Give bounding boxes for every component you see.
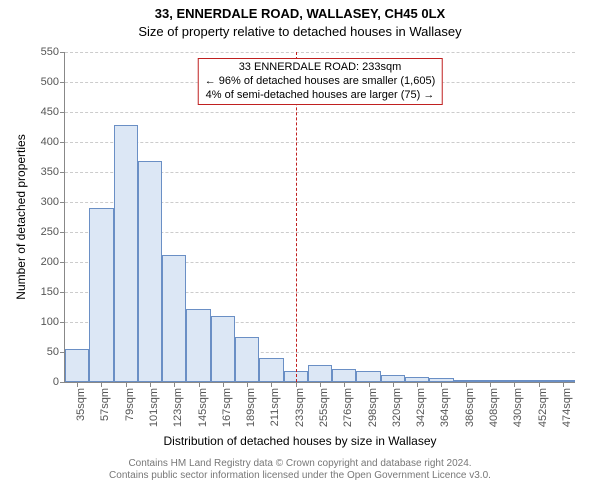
xtick-mark — [271, 382, 272, 387]
histogram-bar — [381, 375, 405, 382]
xtick-label: 123sqm — [172, 388, 184, 427]
ytick-label: 450 — [41, 106, 65, 118]
ytick-label: 550 — [41, 46, 65, 58]
histogram-bar — [186, 309, 210, 382]
title-line2: Size of property relative to detached ho… — [0, 24, 600, 39]
xtick-mark — [393, 382, 394, 387]
xtick-label: 211sqm — [269, 388, 281, 426]
xtick-mark — [490, 382, 491, 387]
xtick-label: 408sqm — [488, 388, 500, 427]
histogram-bar — [138, 161, 162, 382]
xtick-label: 233sqm — [294, 388, 306, 427]
ytick-label: 250 — [41, 226, 65, 238]
xtick-mark — [199, 382, 200, 387]
histogram-bar — [356, 371, 380, 382]
ytick-label: 100 — [41, 316, 65, 328]
xtick-label: 35sqm — [75, 388, 87, 421]
xtick-label: 474sqm — [561, 388, 573, 427]
ytick-label: 200 — [41, 256, 65, 268]
xtick-label: 430sqm — [512, 388, 524, 427]
xtick-label: 101sqm — [148, 388, 160, 427]
histogram-bar — [211, 316, 235, 382]
xtick-label: 320sqm — [391, 388, 403, 427]
xtick-label: 255sqm — [318, 388, 330, 427]
y-axis-label: Number of detached properties — [14, 134, 28, 299]
footer-attribution: Contains HM Land Registry data © Crown c… — [0, 458, 600, 482]
xtick-label: 276sqm — [342, 388, 354, 427]
histogram-bar — [308, 365, 332, 382]
plot-area: 05010015020025030035040045050055035sqm57… — [64, 52, 575, 383]
xtick-label: 452sqm — [537, 388, 549, 427]
xtick-mark — [441, 382, 442, 387]
ytick-label: 50 — [47, 346, 65, 358]
histogram-bar — [65, 349, 89, 382]
xtick-label: 386sqm — [464, 388, 476, 427]
histogram-bar — [259, 358, 283, 382]
ytick-label: 150 — [41, 286, 65, 298]
annotation-box: 33 ENNERDALE ROAD: 233sqm← 96% of detach… — [198, 58, 443, 105]
xtick-mark — [296, 382, 297, 387]
xtick-label: 145sqm — [197, 388, 209, 427]
annotation-line: 4% of semi-detached houses are larger (7… — [205, 89, 436, 103]
histogram-bar — [114, 125, 138, 382]
x-axis-label: Distribution of detached houses by size … — [0, 434, 600, 448]
xtick-mark — [417, 382, 418, 387]
xtick-mark — [247, 382, 248, 387]
gridline — [65, 52, 575, 53]
xtick-mark — [223, 382, 224, 387]
xtick-mark — [101, 382, 102, 387]
xtick-mark — [150, 382, 151, 387]
xtick-mark — [320, 382, 321, 387]
xtick-mark — [466, 382, 467, 387]
footer-line1: Contains HM Land Registry data © Crown c… — [0, 458, 600, 470]
gridline — [65, 142, 575, 143]
annotation-line: ← 96% of detached houses are smaller (1,… — [205, 75, 436, 89]
ytick-label: 350 — [41, 166, 65, 178]
ytick-label: 0 — [53, 376, 65, 388]
xtick-label: 342sqm — [415, 388, 427, 427]
title-line1: 33, ENNERDALE ROAD, WALLASEY, CH45 0LX — [0, 6, 600, 21]
gridline — [65, 112, 575, 113]
ytick-label: 500 — [41, 76, 65, 88]
xtick-mark — [369, 382, 370, 387]
footer-line2: Contains public sector information licen… — [0, 470, 600, 482]
xtick-mark — [563, 382, 564, 387]
histogram-bar — [89, 208, 113, 382]
histogram-bar — [235, 337, 259, 382]
annotation-line: 33 ENNERDALE ROAD: 233sqm — [205, 61, 436, 75]
xtick-label: 167sqm — [221, 388, 233, 427]
xtick-mark — [126, 382, 127, 387]
xtick-label: 79sqm — [124, 388, 136, 421]
xtick-label: 189sqm — [245, 388, 257, 427]
ytick-label: 400 — [41, 136, 65, 148]
xtick-label: 57sqm — [99, 388, 111, 421]
xtick-mark — [344, 382, 345, 387]
xtick-mark — [539, 382, 540, 387]
xtick-mark — [514, 382, 515, 387]
xtick-label: 298sqm — [367, 388, 379, 427]
histogram-bar — [162, 255, 186, 382]
xtick-mark — [174, 382, 175, 387]
histogram-bar — [332, 369, 356, 382]
xtick-mark — [77, 382, 78, 387]
xtick-label: 364sqm — [439, 388, 451, 427]
ytick-label: 300 — [41, 196, 65, 208]
chart-container: 33, ENNERDALE ROAD, WALLASEY, CH45 0LX S… — [0, 0, 600, 500]
